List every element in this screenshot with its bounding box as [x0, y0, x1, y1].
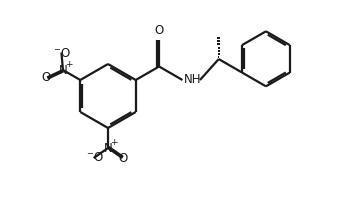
Text: $^{-}$O: $^{-}$O [52, 47, 71, 60]
Text: +: + [65, 60, 72, 69]
Text: O: O [42, 71, 51, 84]
Text: N: N [59, 64, 67, 76]
Text: O: O [118, 152, 128, 165]
Text: N: N [104, 142, 112, 154]
Text: $^{-}$O: $^{-}$O [86, 151, 104, 164]
Text: +: + [110, 138, 117, 147]
Text: NH: NH [184, 73, 201, 86]
Text: O: O [155, 24, 164, 37]
